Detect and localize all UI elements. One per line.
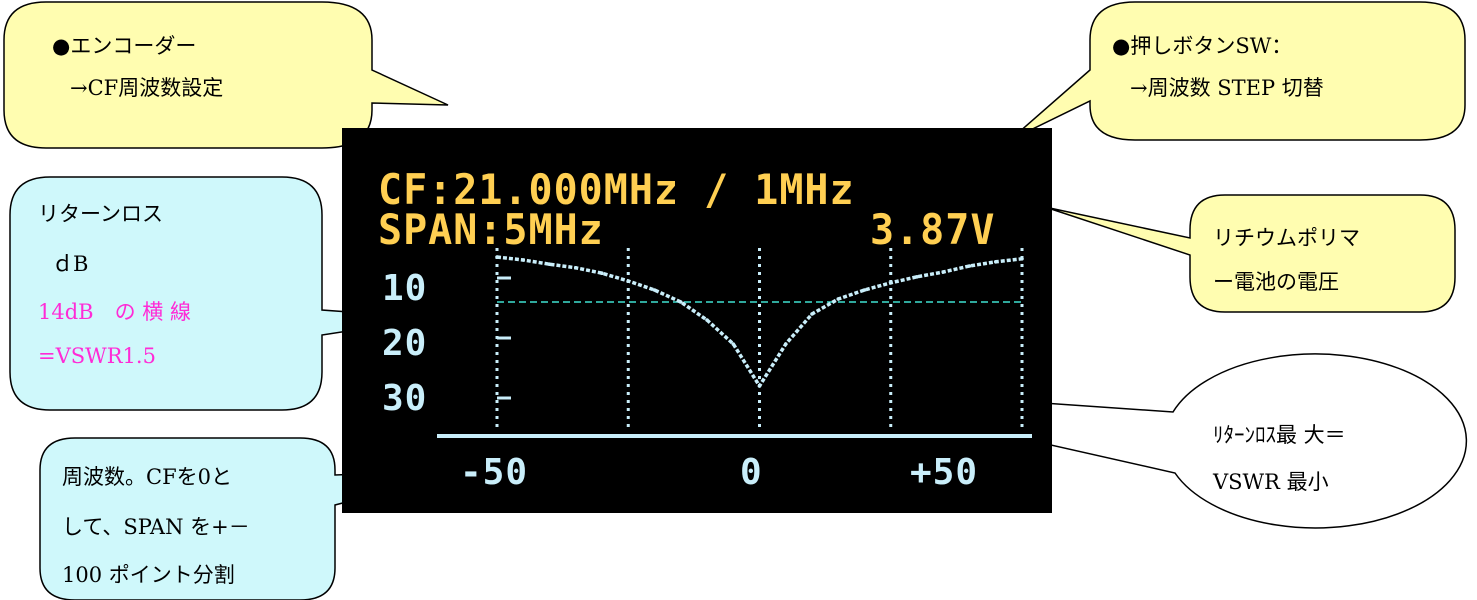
battery-text-2: ー電池の電圧 <box>1213 270 1339 294</box>
trace-point <box>836 297 841 301</box>
trace-point <box>862 288 867 292</box>
trace-point <box>783 342 788 346</box>
span-readout: SPAN:5MHz <box>378 206 604 255</box>
trace-point <box>652 288 657 292</box>
trace-point <box>626 279 631 283</box>
trace-point <box>757 384 762 388</box>
min-vswr-text-1: ﾘﾀｰﾝﾛｽ最 大＝ <box>1213 423 1346 447</box>
trace-point <box>495 255 499 259</box>
trace-point <box>941 270 946 274</box>
trace-point <box>573 266 578 270</box>
frequency-text-2: して、SPAN を+－ <box>62 515 250 539</box>
return-loss-text-3: 14dB の 横 線 <box>38 300 191 324</box>
button-text-1: ●押しボタンSW： <box>1112 34 1293 58</box>
cf-readout: CF:21.000MHz / 1MHz <box>378 166 855 215</box>
trace-point <box>1020 257 1024 261</box>
x-tick-label: 0 <box>740 452 763 493</box>
encoder-text-1: ●エンコーダー <box>52 34 197 58</box>
y-tick-label: 20 <box>382 323 428 364</box>
encoder-text-2: →CF周波数設定 <box>70 76 224 100</box>
trace-point <box>678 300 683 304</box>
return-loss-plot <box>437 248 1032 438</box>
return-loss-text-1: リターンロス <box>38 202 163 226</box>
return-loss-text-4: =VSWR1.5 <box>38 344 156 368</box>
callout-battery-bubble <box>1044 194 1456 313</box>
trace-point <box>547 262 552 266</box>
callout-encoder-bubble <box>3 1 449 149</box>
trace-point <box>731 342 736 346</box>
frequency-text-3: 100 ポイント分割 <box>62 563 235 587</box>
voltage-readout: 3.87V <box>870 206 996 255</box>
button-text-2: →周波数 STEP 切替 <box>1130 76 1324 100</box>
battery-text-1: リチウムポリマ <box>1213 226 1360 250</box>
trace-point <box>521 258 526 262</box>
frequency-text-1: 周波数。CFを0と <box>62 465 232 489</box>
y-tick-label: 10 <box>382 268 428 309</box>
x-tick-label: -50 <box>460 452 529 493</box>
return-loss-text-2: ｄB <box>52 252 89 276</box>
trace-point <box>705 318 709 322</box>
trace-point <box>967 264 972 268</box>
trace-point <box>993 260 998 264</box>
min-vswr-text-2: VSWR 最小 <box>1213 470 1329 494</box>
trace-point <box>600 271 604 275</box>
trace-point <box>888 281 893 285</box>
trace-point <box>915 275 919 279</box>
x-tick-label: +50 <box>910 452 979 493</box>
lcd-screen: CF:21.000MHz / 1MHz SPAN:5MHz 3.87V 10 2… <box>342 128 1052 513</box>
y-tick-label: 30 <box>382 378 428 419</box>
callout-button-bubble <box>1009 1 1466 141</box>
callout-return-loss-bubble <box>9 176 433 411</box>
trace-point <box>810 312 814 316</box>
